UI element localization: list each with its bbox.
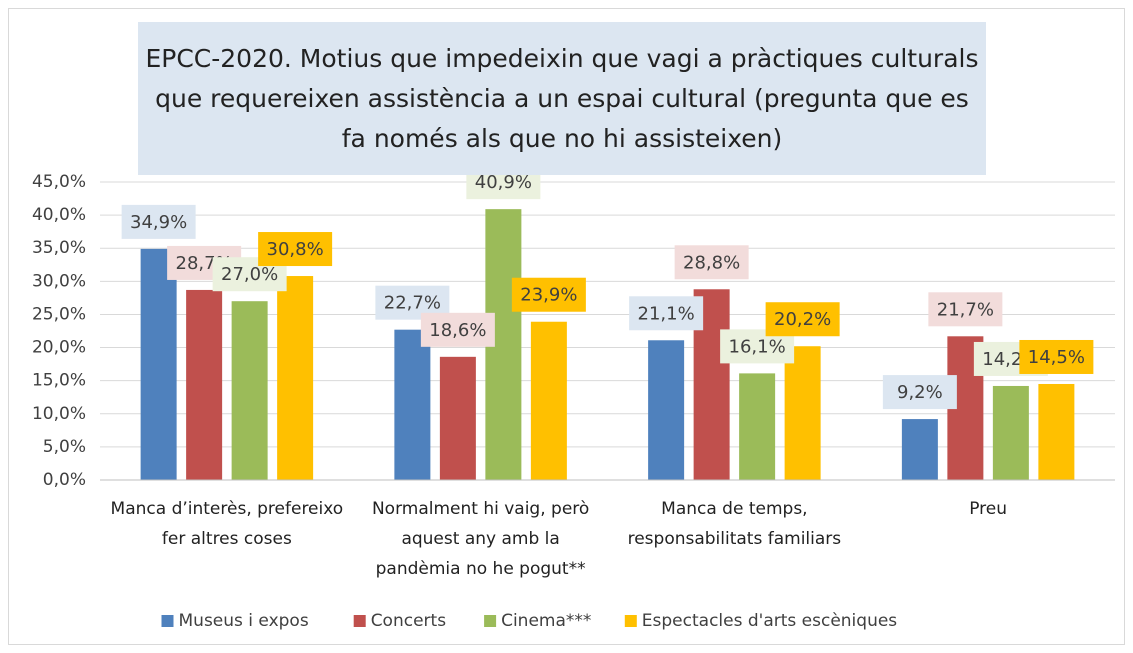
data-label: 21,1% [638,303,695,324]
y-tick-label: 20,0% [32,338,86,358]
bar [648,340,685,480]
legend-label: Cinema*** [501,611,591,631]
data-label: 16,1% [729,336,786,357]
bar [992,385,1029,480]
data-label: 9,2% [897,382,943,403]
legend-swatch [161,615,174,627]
bar [277,276,314,480]
data-label: 27,0% [221,264,278,285]
legend-swatch [484,615,497,627]
bar [140,248,177,480]
data-label-bg [928,292,1003,327]
bar [439,356,476,480]
x-tick-label: Preu [969,499,1008,519]
data-label-bg [511,277,586,312]
data-label: 20,2% [774,309,831,330]
y-tick-label: 15,0% [32,371,86,391]
bar [530,321,567,480]
y-tick-label: 30,0% [32,271,86,291]
data-label: 22,7% [384,293,441,314]
legend-label: Museus i expos [179,611,309,631]
y-tick-label: 0,0% [43,470,86,490]
bar [739,373,776,480]
bar [901,419,938,480]
data-label: 30,8% [267,239,324,260]
data-label-bg [674,245,749,280]
y-tick-label: 10,0% [32,404,86,424]
y-tick-label: 25,0% [32,304,86,324]
bar [186,289,223,480]
data-label-bg [121,204,196,239]
y-tick-label: 5,0% [43,437,86,457]
bar [231,301,268,480]
data-label-bg [420,312,495,347]
x-tick-label: Manca d’interès, prefereixo fer altres c… [110,499,344,549]
x-tick-label: Manca de temps, responsabilitats familia… [627,499,842,549]
data-label: 23,9% [520,285,577,306]
legend-label: Concerts [371,611,447,631]
legend-swatch [624,615,637,627]
data-label-bg [629,296,704,331]
legend-label: Espectacles d'arts escèniques [642,611,898,631]
bar [394,329,431,480]
data-label-bg [765,302,840,337]
legend-swatch [353,615,366,627]
chart-title: EPCC-2020. Motius que impedeixin que vag… [138,22,986,175]
x-tick-label: Normalment hi vaig, però aquest any amb … [371,499,590,579]
y-tick-label: 35,0% [32,238,86,258]
bar [1038,383,1075,480]
data-label: 40,9% [475,172,532,193]
data-label-bg [882,375,957,410]
chart-border [8,8,1125,645]
data-label: 28,8% [683,252,740,273]
data-label: 18,6% [429,320,486,341]
y-tick-label: 40,0% [32,205,86,225]
data-label: 21,7% [937,299,994,320]
data-label-bg [258,232,333,267]
data-label-bg [1019,339,1094,374]
bar [784,346,821,480]
data-label: 34,9% [130,212,187,233]
data-label: 14,5% [1028,347,1085,368]
y-tick-label: 45,0% [32,172,86,192]
